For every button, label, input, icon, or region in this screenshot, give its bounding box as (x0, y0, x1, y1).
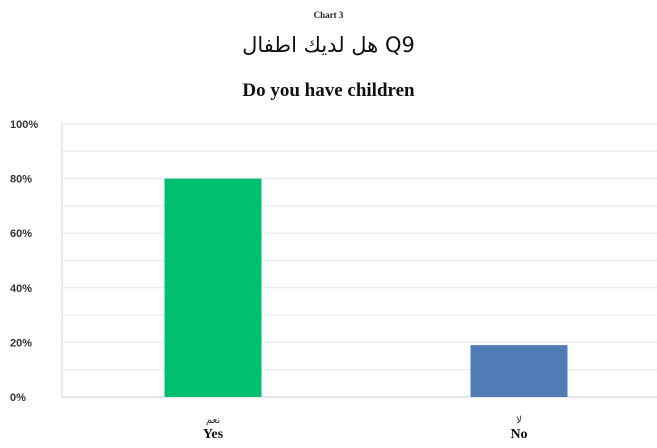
x-tick-label: Yes (203, 427, 224, 442)
chart-title-arabic: هل لديك اطفال Q9 (242, 33, 415, 57)
y-tick-label: 100% (10, 119, 38, 131)
y-tick-label: 60% (10, 228, 32, 240)
y-axis: 0% 20% 40% 60% 80% 100% (10, 119, 38, 404)
y-tick-label: 40% (10, 283, 32, 295)
bar-yes (164, 178, 262, 397)
x-tick-label-arabic: نعم (206, 415, 220, 426)
chart-number-label: Chart 3 (313, 10, 344, 20)
x-tick-label-arabic: لا (516, 415, 522, 426)
y-tick-label: 0% (10, 392, 26, 404)
x-tick-label: No (510, 427, 527, 442)
bar-no (470, 345, 568, 397)
y-tick-label: 80% (10, 174, 32, 186)
bars (164, 178, 568, 397)
y-tick-label: 20% (10, 337, 32, 349)
chart-title-english: Do you have children (242, 80, 415, 101)
gridlines (61, 123, 657, 398)
